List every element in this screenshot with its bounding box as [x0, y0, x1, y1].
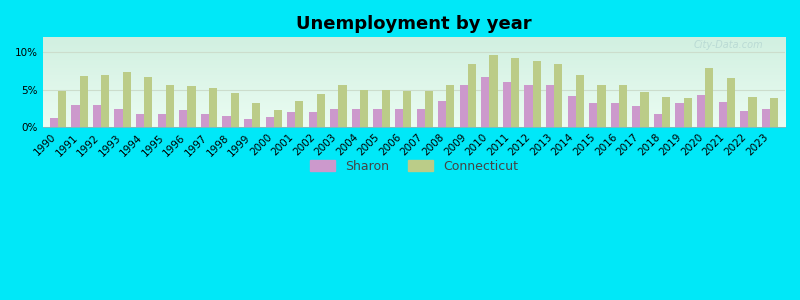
Bar — [317, 94, 325, 127]
Bar — [748, 97, 757, 127]
Bar — [274, 110, 282, 127]
Bar — [114, 109, 122, 127]
Bar — [209, 88, 217, 127]
Bar — [697, 95, 705, 127]
Bar — [762, 109, 770, 127]
Bar — [352, 109, 360, 127]
Bar — [338, 85, 346, 127]
Bar — [641, 92, 649, 127]
Bar — [79, 76, 88, 127]
Bar — [50, 118, 58, 127]
Bar — [503, 82, 511, 127]
Bar — [122, 72, 131, 127]
Bar — [187, 86, 196, 127]
Bar — [546, 85, 554, 127]
Bar — [662, 97, 670, 127]
Bar — [382, 90, 390, 127]
Bar — [524, 85, 533, 127]
Bar — [244, 119, 252, 127]
Bar — [632, 106, 641, 127]
Bar — [166, 85, 174, 127]
Bar — [482, 77, 490, 127]
Bar — [705, 68, 714, 127]
Bar — [101, 75, 110, 127]
Bar — [460, 85, 468, 127]
Bar — [554, 64, 562, 127]
Bar — [93, 105, 101, 127]
Bar — [511, 58, 519, 127]
Bar — [610, 103, 619, 127]
Bar — [395, 109, 403, 127]
Bar — [58, 91, 66, 127]
Bar — [770, 98, 778, 127]
Bar — [222, 116, 230, 127]
Bar — [266, 117, 274, 127]
Bar — [136, 114, 144, 127]
Bar — [252, 103, 260, 127]
Bar — [179, 110, 187, 127]
Bar — [726, 78, 735, 127]
Bar — [417, 109, 425, 127]
Bar — [287, 112, 295, 127]
Bar — [295, 101, 303, 127]
Bar — [425, 91, 433, 127]
Legend: Sharon, Connecticut: Sharon, Connecticut — [310, 160, 518, 173]
Bar — [576, 75, 584, 127]
Bar — [330, 109, 338, 127]
Bar — [675, 103, 684, 127]
Bar — [374, 109, 382, 127]
Bar — [589, 103, 598, 127]
Bar — [158, 114, 166, 127]
Bar — [740, 111, 748, 127]
Text: City-Data.com: City-Data.com — [693, 40, 762, 50]
Bar — [533, 61, 541, 127]
Bar — [230, 93, 238, 127]
Bar — [309, 112, 317, 127]
Bar — [718, 102, 726, 127]
Bar — [438, 101, 446, 127]
Bar — [567, 96, 576, 127]
Bar — [360, 90, 368, 127]
Bar — [598, 85, 606, 127]
Bar — [144, 77, 153, 127]
Title: Unemployment by year: Unemployment by year — [296, 15, 532, 33]
Bar — [654, 114, 662, 127]
Bar — [403, 91, 411, 127]
Bar — [468, 64, 476, 127]
Bar — [71, 105, 79, 127]
Bar — [684, 98, 692, 127]
Bar — [619, 85, 627, 127]
Bar — [201, 114, 209, 127]
Bar — [446, 85, 454, 127]
Bar — [490, 55, 498, 127]
